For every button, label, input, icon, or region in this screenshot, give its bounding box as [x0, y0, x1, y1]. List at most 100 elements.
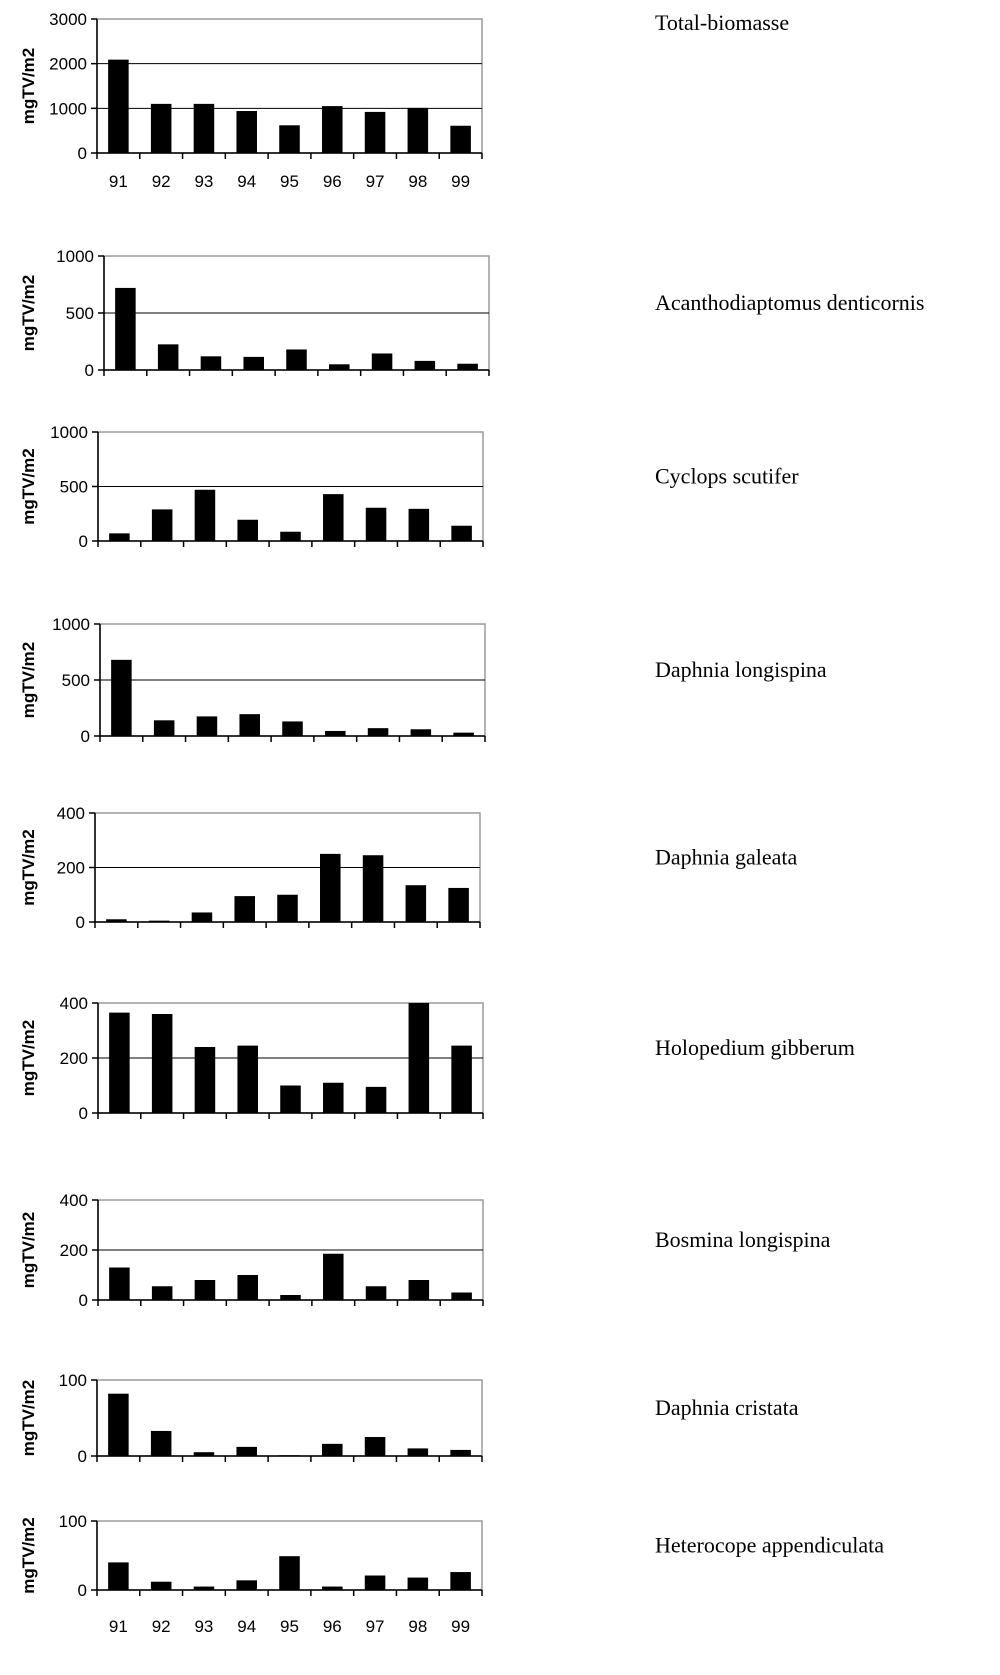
bar-97	[365, 1086, 387, 1113]
bar-92	[157, 344, 179, 370]
bar-98	[408, 1003, 430, 1113]
y-tick-label: 100	[59, 1512, 87, 1531]
bar-97	[365, 507, 387, 541]
bar-97	[364, 1437, 386, 1456]
x-tick-label: 92	[152, 172, 171, 191]
y-tick-label: 1000	[52, 615, 90, 634]
x-tick-label: 99	[451, 1617, 470, 1636]
x-tick-label: 98	[408, 1617, 427, 1636]
y-tick-label: 0	[78, 1447, 87, 1466]
panel-title: Total-biomasse	[655, 10, 789, 35]
y-tick-label: 0	[76, 913, 85, 932]
x-tick-label: 91	[109, 172, 128, 191]
bar-97	[364, 1575, 386, 1590]
bar-99	[453, 732, 474, 736]
x-tick-label: 97	[366, 1617, 385, 1636]
bar-95	[280, 531, 301, 541]
bar-91	[111, 659, 132, 736]
y-axis-label: mgTV/m2	[19, 1380, 38, 1457]
x-tick-label: 96	[323, 1617, 342, 1636]
x-tick-label: 99	[451, 172, 470, 191]
x-tick-label: 93	[194, 172, 213, 191]
bar-97	[367, 728, 389, 736]
bar-94	[237, 1045, 258, 1113]
y-tick-label: 100	[59, 1371, 87, 1390]
bar-98	[410, 729, 432, 736]
bar-98	[414, 360, 436, 370]
bar-91	[106, 919, 127, 922]
x-tick-label: 93	[194, 1617, 213, 1636]
panel-title: Bosmina longispina	[655, 1227, 831, 1252]
y-tick-label: 1000	[56, 247, 94, 266]
y-tick-label: 0	[78, 144, 87, 163]
bar-93	[194, 489, 216, 541]
bar-95	[280, 1295, 301, 1300]
x-tick-label: 96	[323, 172, 342, 191]
y-tick-label: 2000	[49, 55, 87, 74]
panel-title: Holopedium gibberum	[655, 1035, 855, 1060]
bar-93	[194, 1047, 216, 1113]
y-axis-label: mgTV/m2	[19, 448, 38, 525]
y-tick-label: 1000	[50, 423, 88, 442]
y-tick-label: 500	[60, 478, 88, 497]
bar-91	[115, 287, 136, 370]
bar-99	[451, 525, 472, 541]
bar-99	[450, 1449, 471, 1456]
bar-98	[407, 1448, 429, 1456]
panel-title: Daphnia longispina	[655, 657, 827, 682]
panel-title: Daphnia cristata	[655, 1395, 799, 1420]
y-axis-label: mgTV/m2	[19, 1212, 38, 1289]
bar-99	[451, 1045, 472, 1113]
bar-96	[320, 853, 341, 922]
bar-92	[151, 1286, 173, 1300]
bar-96	[322, 1586, 343, 1590]
bar-96	[325, 730, 346, 736]
x-tick-label: 98	[408, 172, 427, 191]
bar-93	[200, 356, 222, 370]
y-tick-label: 0	[85, 361, 94, 380]
panel-3: 0 500 1000 mgTV/m2 Cyclops scutifer	[19, 423, 799, 551]
y-axis-label: mgTV/m2	[19, 275, 38, 352]
x-tick-label: 97	[366, 172, 385, 191]
panel-8: 0 100 mgTV/m2 Daphnia cristata	[19, 1371, 799, 1466]
y-tick-label: 500	[66, 304, 94, 323]
bar-94	[237, 519, 258, 541]
bar-94	[236, 1580, 257, 1590]
bar-93	[193, 1586, 215, 1590]
y-tick-label: 400	[60, 1191, 88, 1210]
bar-95	[286, 349, 307, 370]
y-tick-label: 0	[81, 727, 90, 746]
bar-97	[365, 1286, 387, 1300]
bar-95	[280, 1085, 301, 1113]
bar-99	[450, 1572, 471, 1590]
bar-98	[408, 508, 430, 541]
panel-7: 0 200 400 mgTV/m2 Bosmina longispina	[19, 1191, 831, 1310]
y-tick-label: 200	[60, 1241, 88, 1260]
panel-6: 0 200 400 mgTV/m2 Holopedium gibberum	[19, 994, 855, 1123]
bar-94	[237, 1275, 258, 1300]
y-tick-label: 0	[78, 1581, 87, 1600]
x-tick-label: 95	[280, 172, 299, 191]
bar-91	[109, 533, 130, 541]
bar-92	[150, 1430, 172, 1456]
bar-99	[448, 887, 469, 922]
bar-94	[236, 111, 257, 153]
bar-93	[196, 716, 218, 736]
bar-97	[371, 353, 393, 370]
bar-95	[279, 1455, 300, 1456]
x-tick-label: 91	[109, 1617, 128, 1636]
bar-94	[239, 714, 260, 736]
bar-98	[407, 1577, 429, 1590]
panel-5: 0 200 400 mgTV/m2 Daphnia galeata	[19, 804, 798, 932]
bar-95	[277, 894, 298, 922]
y-tick-label: 0	[79, 1104, 88, 1123]
bar-93	[193, 1452, 215, 1456]
y-tick-label: 400	[60, 994, 88, 1013]
x-tick-label: 94	[237, 1617, 256, 1636]
bar-94	[243, 356, 264, 370]
bar-93	[193, 103, 215, 153]
panel-9: 0 100 91 92 93 94 95 96 97 98 99 mgTV/m2 Heterocope …	[19, 1512, 884, 1636]
bar-99	[450, 125, 471, 153]
bar-97	[362, 855, 384, 922]
